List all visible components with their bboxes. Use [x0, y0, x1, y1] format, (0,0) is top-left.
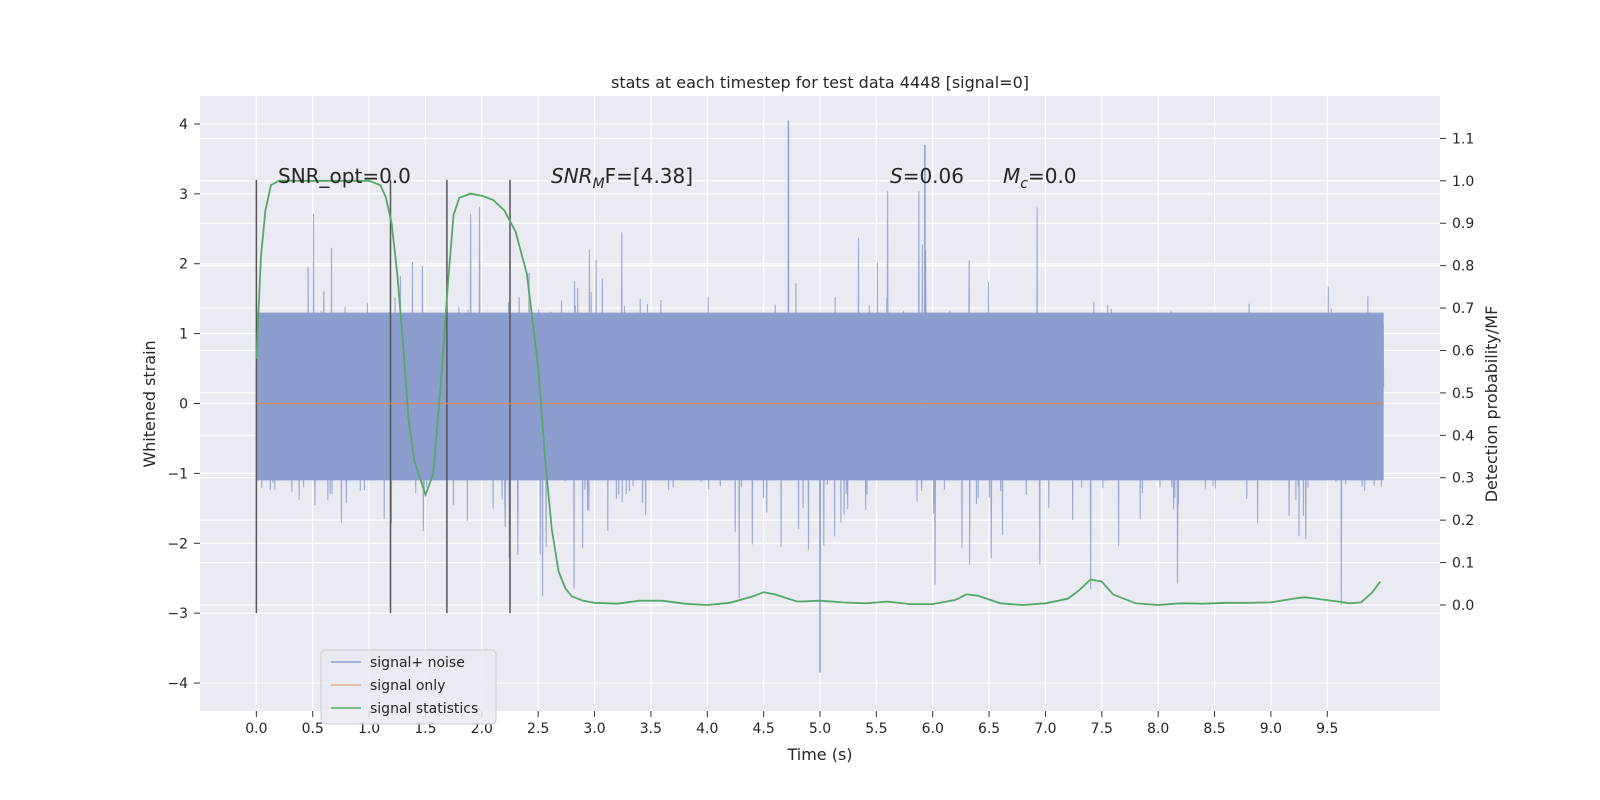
x-tick-label: 7.5: [1091, 721, 1113, 737]
x-tick-label: 4.0: [696, 721, 718, 737]
x-ticks: 0.0 0.5 1.0 1.5 2.0 2.5 3.0 3.5 4.0 4.5 5.0 5.5 6.0 6…: [245, 711, 1338, 737]
y-tick-label-right: 1.1: [1452, 131, 1474, 147]
x-tick-label: 7.0: [1034, 721, 1056, 737]
x-tick-label: 8.0: [1147, 721, 1169, 737]
x-tick-label: 0.5: [302, 721, 324, 737]
x-tick-label: 5.5: [865, 721, 887, 737]
annotation-mc: Mc=0.0: [1003, 164, 1077, 192]
x-tick-label: 9.5: [1316, 721, 1338, 737]
y-axis-label-left: Whitened strain: [140, 340, 159, 467]
y-tick-label-right: 0.4: [1452, 428, 1474, 444]
x-tick-label: 0.0: [245, 721, 267, 737]
y-tick-label-left: −2: [167, 536, 188, 552]
mc-value: =0.0: [1028, 164, 1077, 188]
mc-subscript: c: [1020, 176, 1028, 192]
y-ticks-right: 0.0 0.1 0.2 0.3 0.4 0.5 0.6 0.7 0.8 0.9 1.0 1.1: [1440, 131, 1474, 614]
snr-mf-symbol: SNR: [551, 164, 593, 188]
x-tick-label: 2.5: [527, 721, 549, 737]
y-tick-label-left: −3: [167, 606, 188, 622]
y-tick-label-left: 3: [179, 187, 188, 203]
y-tick-label-right: 0.6: [1452, 343, 1474, 359]
y-tick-label-right: 0.9: [1452, 216, 1474, 232]
annotation-s: S=0.06: [890, 164, 964, 188]
y-tick-label-right: 0.5: [1452, 386, 1474, 402]
s-value: =0.06: [903, 164, 964, 188]
x-tick-label: 8.5: [1203, 721, 1225, 737]
legend-box: [320, 649, 497, 725]
y-tick-label-right: 0.2: [1452, 513, 1474, 529]
y-tick-label-right: 0.8: [1452, 259, 1474, 275]
mc-symbol: M: [1003, 164, 1020, 188]
annotation-snr-mf: SNRMF=[4.38]: [551, 164, 693, 192]
x-tick-label: 3.0: [583, 721, 605, 737]
y-tick-label-left: 0: [179, 397, 188, 413]
y-tick-label-left: −1: [167, 466, 188, 482]
s-symbol: S: [890, 164, 903, 188]
y-tick-label-left: 4: [179, 117, 188, 133]
x-tick-label: 1.5: [414, 721, 436, 737]
y-tick-label-left: 1: [179, 327, 188, 343]
signal-statistics-line: [255, 179, 1382, 606]
x-tick-label: 5.0: [809, 721, 831, 737]
x-tick-label: 1.0: [358, 721, 380, 737]
snr-mf-value: F=[4.38]: [605, 164, 693, 188]
y-tick-label-right: 1.0: [1452, 174, 1474, 190]
y-tick-label-left: −4: [167, 676, 188, 692]
legend-label-signal: signal only: [370, 678, 445, 694]
legend-label-stats: signal statistics: [370, 701, 478, 717]
y-tick-label-left: 2: [179, 257, 188, 273]
x-tick-label: 4.5: [753, 721, 775, 737]
x-tick-label: 6.5: [978, 721, 1000, 737]
y-tick-label-right: 0.3: [1452, 471, 1474, 487]
chart-title: stats at each timestep for test data 444…: [611, 73, 1029, 92]
x-tick-label: 9.0: [1260, 721, 1282, 737]
y-axis-label-right: Detection probability/MF: [1482, 306, 1501, 503]
x-tick-label: 2.0: [471, 721, 493, 737]
y-tick-label-right: 0.1: [1452, 556, 1474, 572]
x-axis-label: Time (s): [786, 745, 852, 764]
x-tick-label: 6.0: [922, 721, 944, 737]
y-tick-label-right: 0.7: [1452, 301, 1474, 317]
event-markers: [255, 179, 511, 614]
legend: signal+ noise signal only signal statist…: [320, 649, 497, 725]
y-ticks-left: −4 −3 −2 −1 0 1 2 3 4: [167, 117, 200, 692]
stats-series: [255, 179, 1382, 606]
snr-mf-subscript: M: [593, 176, 605, 192]
x-tick-label: 3.5: [640, 721, 662, 737]
annotation-snr-opt: SNR_opt=0.0: [278, 164, 411, 188]
y-tick-label-right: 0.0: [1452, 598, 1474, 614]
legend-label-noise: signal+ noise: [370, 655, 465, 671]
